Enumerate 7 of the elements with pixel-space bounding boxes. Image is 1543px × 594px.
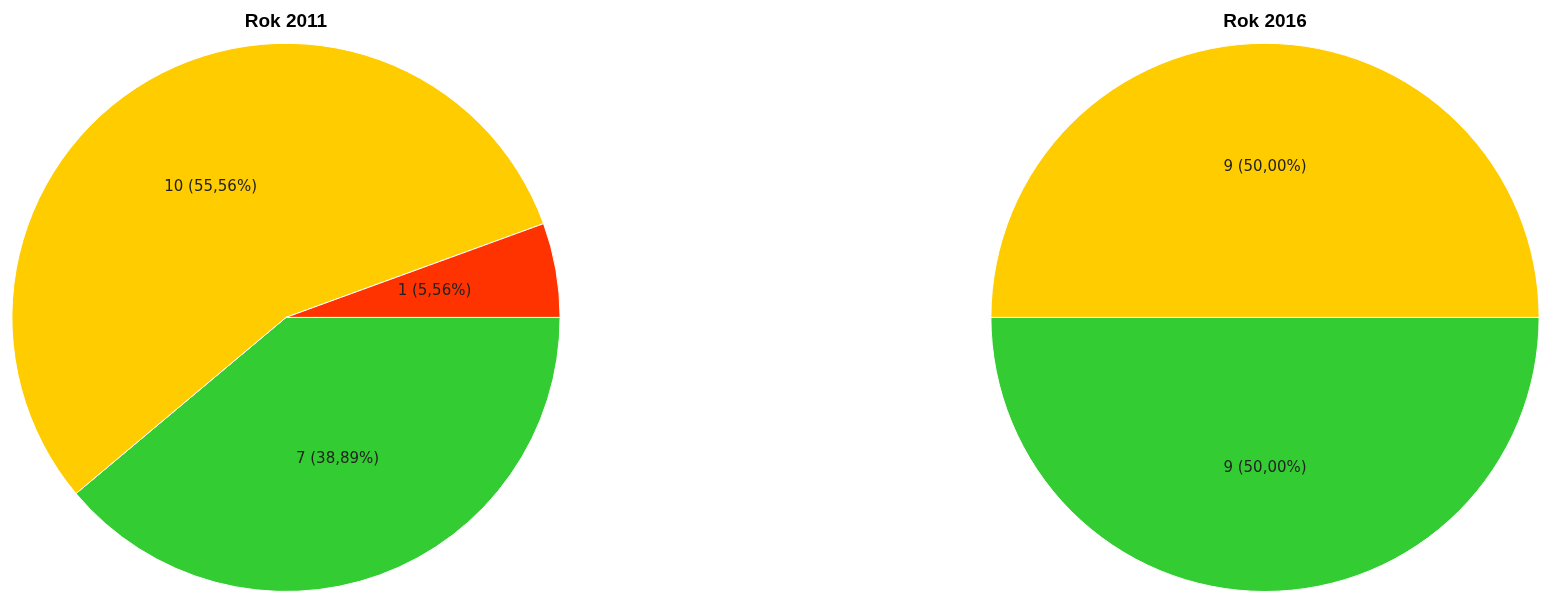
data-label: 7 (38,89%) — [295, 448, 380, 467]
data-label: 1 (5,56%) — [397, 281, 472, 300]
data-label: 9 (50,00%) — [1223, 458, 1307, 477]
data-label: 9 (50,00%) — [1223, 156, 1307, 175]
data-label: 10 (55,56%) — [164, 176, 258, 195]
chart-title: Rok 2011 — [244, 9, 328, 31]
chart-title: Rok 2016 — [1223, 9, 1307, 31]
